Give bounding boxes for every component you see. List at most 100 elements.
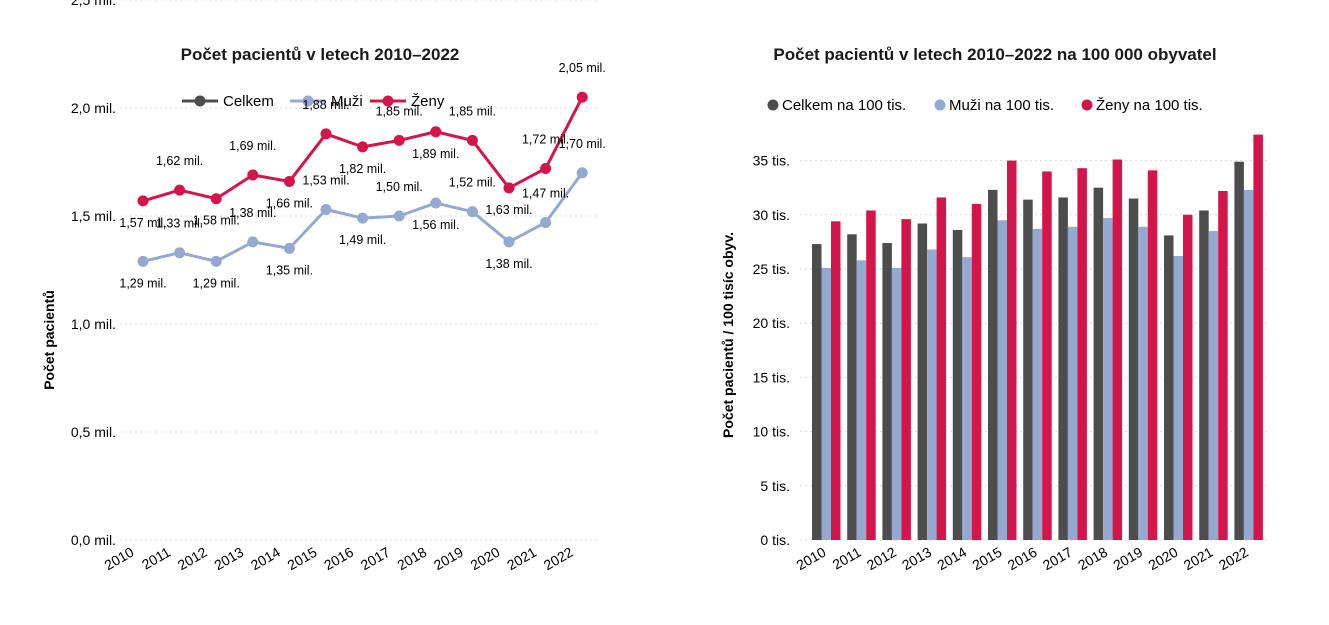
legend-label: Ženy: [411, 93, 445, 110]
bar-chart-title: Počet pacientů v letech 2010–2022 na 100…: [773, 45, 1216, 64]
x-tick-label: 2012: [864, 544, 899, 574]
bar: [812, 244, 822, 540]
x-tick-label: 2019: [431, 544, 466, 574]
y-tick-label: 0,0 mil.: [71, 532, 116, 548]
x-tick-label: 2020: [468, 544, 503, 574]
data-point: [576, 167, 588, 179]
bar: [1147, 170, 1158, 540]
data-point: [357, 141, 369, 153]
x-tick-label: 2022: [541, 544, 576, 574]
bar: [1112, 159, 1123, 541]
y-tick-label: 25 tis.: [753, 261, 790, 277]
data-point: [430, 126, 442, 138]
bar: [1128, 198, 1139, 541]
bar: [856, 260, 867, 540]
x-tick-label: 2014: [248, 544, 283, 574]
line-chart-series: [137, 91, 588, 267]
data-label-zeny: 1,63 mil.: [485, 203, 532, 217]
legend-label: Ženy na 100 tis.: [1096, 97, 1203, 114]
legend-marker: [194, 95, 206, 107]
data-label-muzi: 1,29 mil.: [119, 276, 166, 290]
data-label-zeny: 1,69 mil.: [229, 139, 276, 153]
x-tick-label: 2019: [1110, 544, 1145, 574]
y-tick-label: 2,5 mil.: [71, 0, 116, 8]
data-label-muzi: 1,52 mil.: [449, 176, 496, 190]
y-tick-label: 10 tis.: [753, 424, 790, 440]
x-tick-label: 2016: [1005, 544, 1040, 574]
data-point: [210, 193, 222, 205]
x-tick-label: 2011: [830, 544, 864, 573]
x-tick-label: 2020: [1146, 544, 1181, 574]
data-point: [320, 128, 332, 140]
bar: [1208, 231, 1219, 540]
line-chart-data-labels: 2,87 mil.2,95 mil.2,88 mil.3,07 mil.3,01…: [119, 61, 605, 290]
data-point: [357, 212, 369, 224]
bar: [962, 257, 972, 540]
bar: [1138, 226, 1148, 540]
data-label-muzi: 1,49 mil.: [339, 233, 386, 247]
bar: [1199, 210, 1209, 541]
bar: [1173, 255, 1183, 540]
bar: [882, 242, 892, 540]
bar: [866, 210, 876, 541]
data-label-muzi: 1,50 mil.: [376, 180, 423, 194]
legend-item-celkem-na-100-tis: Celkem na 100 tis.: [767, 97, 906, 114]
x-tick-label: 2021: [1181, 544, 1216, 574]
bar: [831, 221, 841, 540]
line-chart-x-ticks: 2010 2011 2012 2013 2014 2015 2016 2017 2018 2019…: [102, 544, 576, 574]
data-point: [174, 184, 186, 196]
legend-marker: [934, 99, 946, 111]
legend-item-muzi-na-100-tis: Muži na 100 tis.: [934, 97, 1054, 114]
bar-chart: Počet pacientů v letech 2010–2022 na 100…: [720, 45, 1270, 573]
bar: [1183, 214, 1193, 541]
x-tick-label: 2018: [394, 544, 429, 574]
bar: [1234, 161, 1244, 540]
data-point: [503, 236, 515, 248]
data-label-zeny: 1,85 mil.: [449, 104, 496, 118]
data-label-zeny: 1,62 mil.: [156, 154, 203, 168]
bar: [1093, 187, 1104, 540]
x-tick-label: 2015: [285, 544, 320, 574]
bar: [997, 220, 1007, 540]
legend-item-zeny: Ženy: [370, 93, 445, 110]
legend-marker: [1081, 99, 1093, 111]
series-zeny-na-100-tis: [831, 134, 1263, 541]
data-label-zeny: 1,85 mil.: [376, 104, 423, 118]
bar-chart-y-ticks: 0 tis. 5 tis. 10 tis. 15 tis. 20 tis. 25 tis.…: [753, 153, 790, 548]
bar: [821, 267, 831, 540]
x-tick-label: 2021: [504, 544, 539, 574]
x-tick-label: 2016: [321, 544, 356, 574]
y-tick-label: 2,0 mil.: [71, 100, 116, 116]
data-point: [137, 195, 149, 207]
x-tick-label: 2012: [175, 544, 210, 574]
data-point: [137, 255, 149, 267]
y-tick-label: 0 tis.: [760, 532, 790, 548]
series-muzi: [137, 167, 588, 267]
line-chart: Počet pacientů v letech 2010–2022 Celkem…: [41, 0, 606, 573]
bar-chart-bars: [812, 134, 1263, 541]
legend-item-celkem: Celkem: [182, 93, 274, 110]
legend-label: Muži na 100 tis.: [949, 97, 1054, 114]
data-label-zeny: 1,88 mil.: [302, 98, 349, 112]
data-point: [247, 236, 259, 248]
bar: [1007, 160, 1017, 540]
legend-marker: [767, 99, 779, 111]
bar: [971, 203, 982, 540]
legend-label: Celkem: [223, 93, 274, 110]
data-label-muzi: 1,38 mil.: [485, 257, 532, 271]
data-point: [320, 204, 332, 216]
y-tick-label: 35 tis.: [753, 153, 790, 169]
data-label-zeny: 1,58 mil.: [193, 214, 240, 228]
bar: [952, 229, 963, 540]
bar: [1023, 199, 1033, 540]
bar-chart-y-axis-title: Počet pacientů / 100 tisíc obyv.: [720, 232, 736, 438]
data-point: [540, 216, 552, 228]
legend-marker: [382, 95, 394, 107]
data-label-muzi: 1,29 mil.: [193, 276, 240, 290]
bar: [1103, 218, 1113, 540]
data-label-muzi: 1,53 mil.: [302, 174, 349, 188]
bar-chart-x-ticks: 2010 2011 2012 2013 2014 2015 2016 2017 2018 2019…: [794, 544, 1252, 574]
x-tick-label: 2022: [1216, 544, 1251, 574]
bar: [1253, 134, 1263, 541]
bar: [901, 219, 911, 541]
